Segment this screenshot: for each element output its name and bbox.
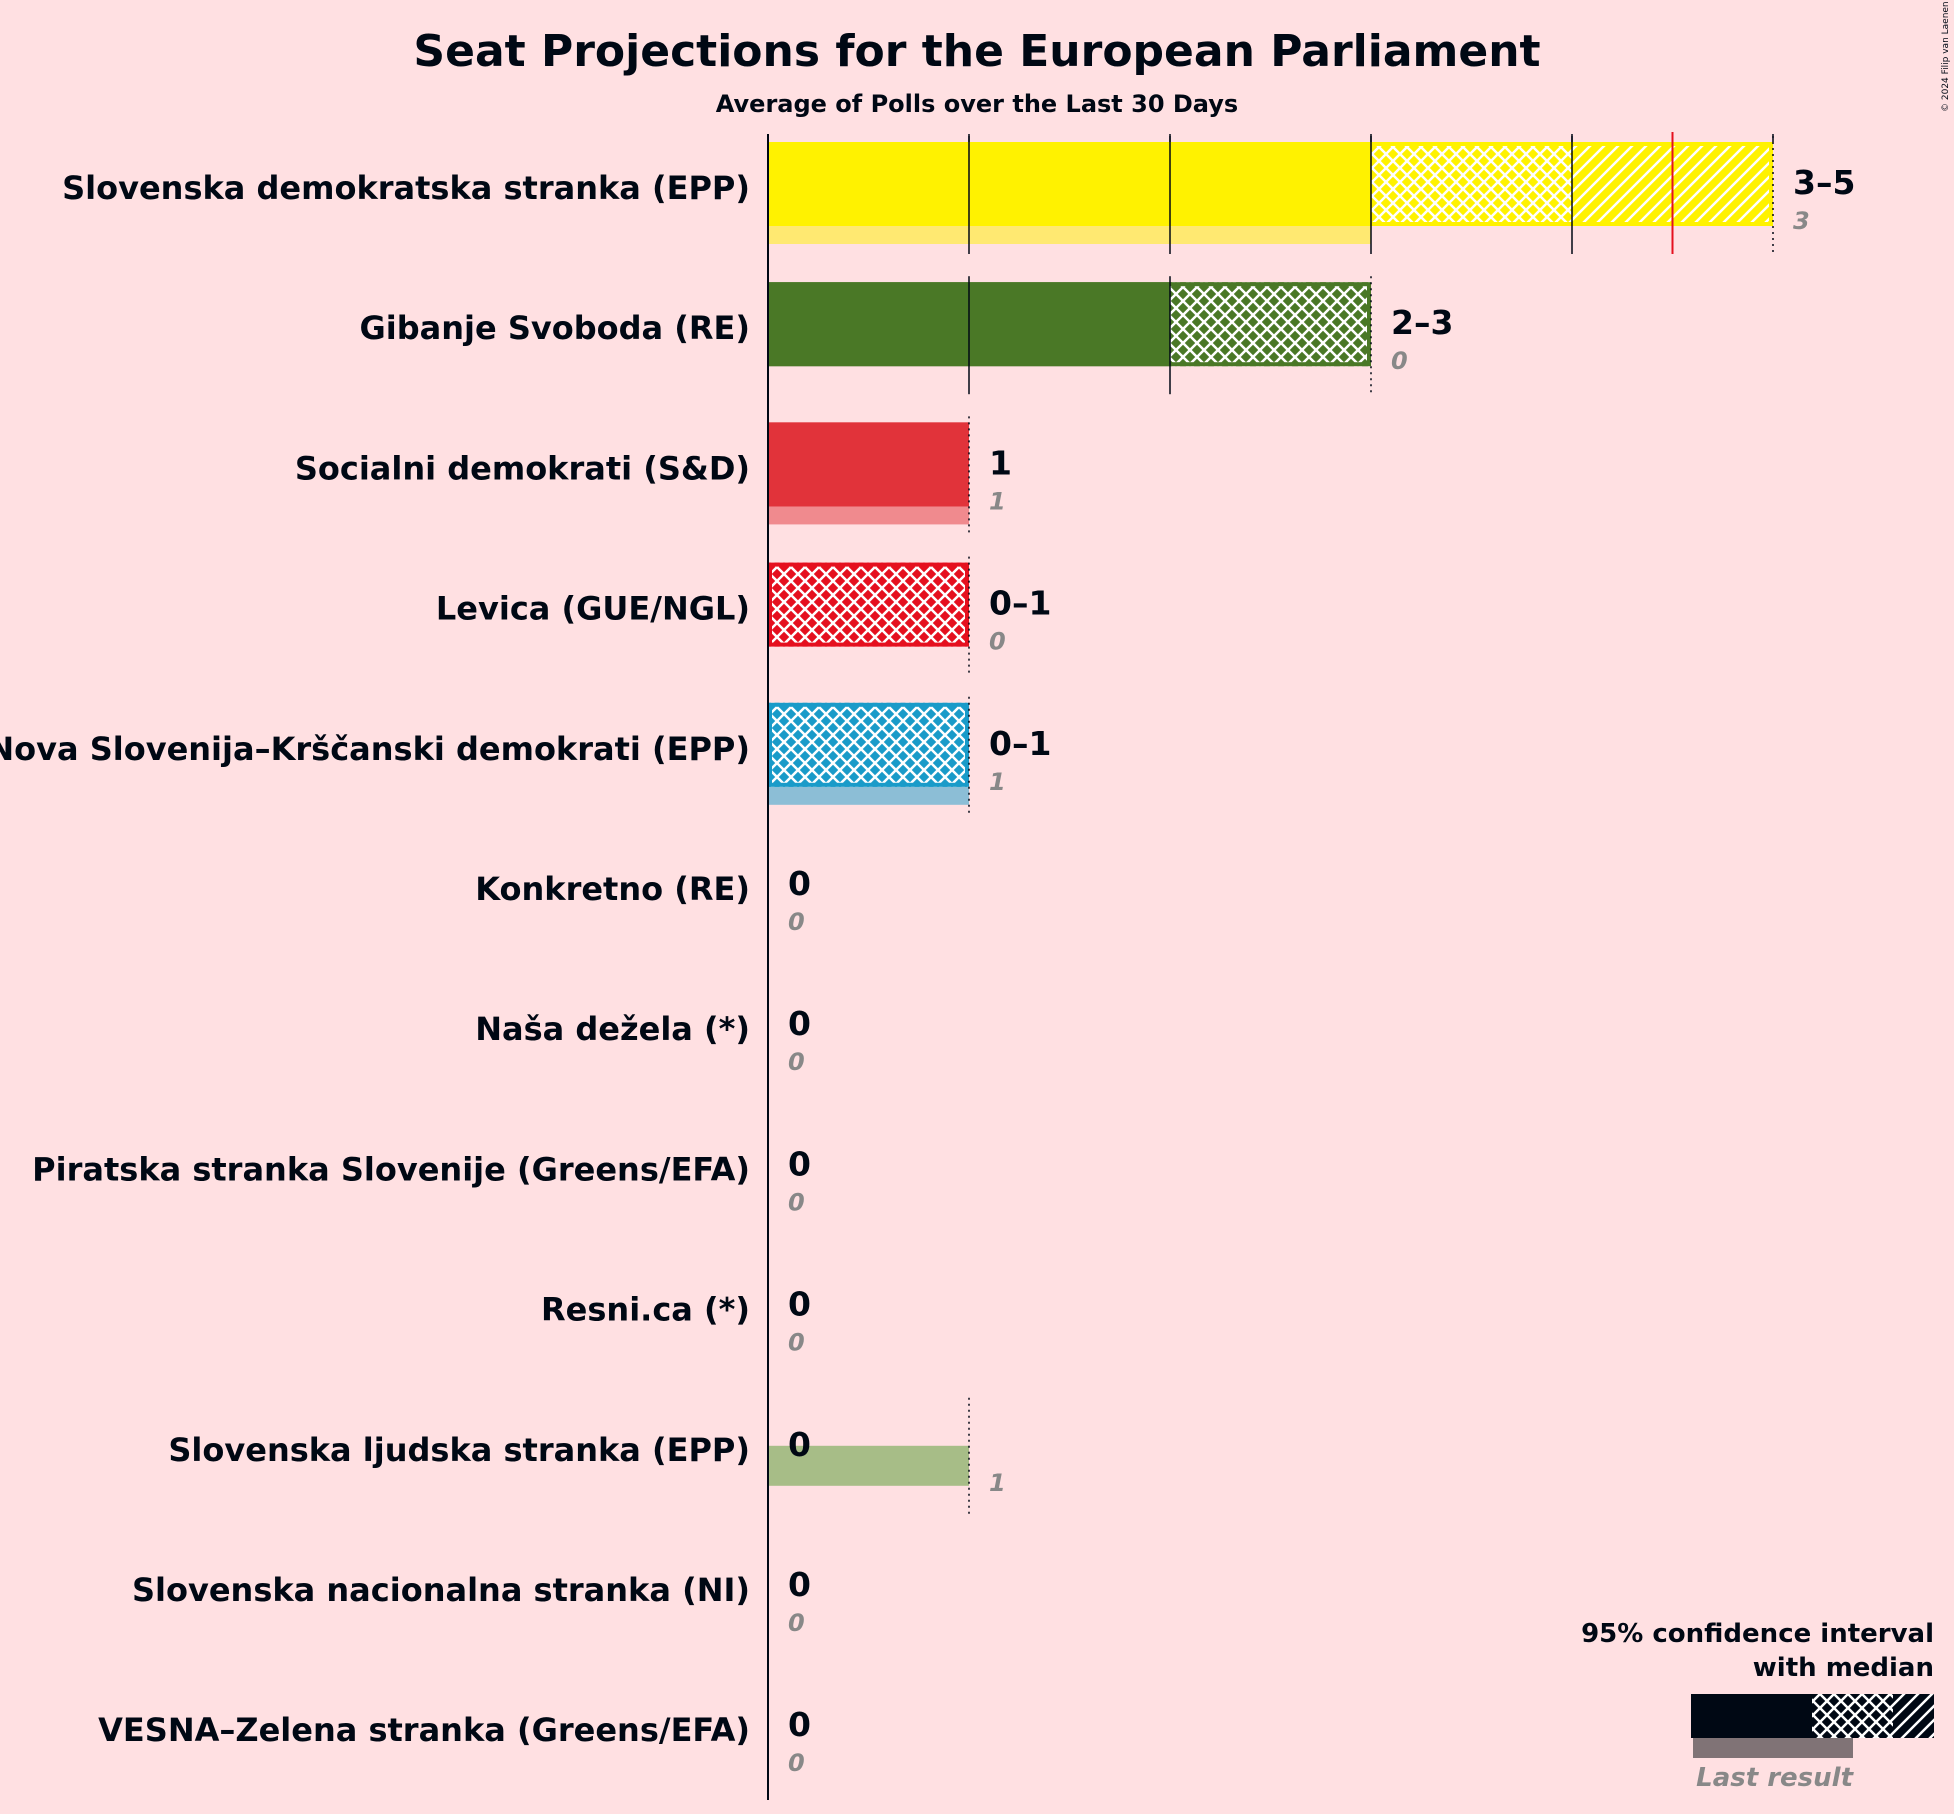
party-row: Nova Slovenija–Krščanski demokrati (EPP)… — [0, 696, 1051, 815]
party-label: Resni.ca (*) — [541, 1291, 750, 1329]
party-label: Nova Slovenija–Krščanski demokrati (EPP) — [0, 730, 750, 768]
party-row: Piratska stranka Slovenije (Greens/EFA) 0… — [32, 1144, 811, 1216]
party-label: Slovenska ljudska stranka (EPP) — [168, 1431, 750, 1469]
last-result-label: 0 — [788, 908, 805, 936]
range-label: 0 — [788, 1004, 811, 1043]
range-label: 2–3 — [1391, 303, 1453, 342]
range-label: 0 — [788, 1705, 811, 1744]
range-label: 0 — [788, 1565, 811, 1604]
legend-title-line2: with median — [1753, 1653, 1934, 1683]
legend-last-result-label: Last result — [1696, 1763, 1854, 1793]
last-result-label: 0 — [1391, 347, 1408, 375]
party-row: Slovenska nacionalna stranka (NI) 0 0 — [132, 1565, 811, 1637]
range-label: 0–1 — [989, 724, 1051, 763]
legend: 95% confidence interval with median Last… — [1581, 1619, 1934, 1793]
party-label: Socialni demokrati (S&D) — [295, 449, 750, 487]
party-row: Konkretno (RE) 0 0 — [475, 864, 811, 936]
party-row: Naša dežela (*) 0 0 — [475, 1004, 811, 1076]
last-result-label: 0 — [788, 1329, 805, 1357]
last-result-label: 1 — [989, 1469, 1006, 1497]
last-result-label: 3 — [1793, 207, 1810, 235]
chart-subtitle: Average of Polls over the Last 30 Days — [716, 90, 1238, 118]
party-label: Levica (GUE/NGL) — [436, 590, 750, 628]
range-label: 0 — [788, 1285, 811, 1324]
last-result-label: 1 — [989, 487, 1006, 515]
ci-outline — [768, 422, 969, 507]
party-row: Slovenska ljudska stranka (EPP) 0 1 — [168, 1397, 1006, 1516]
range-label: 0 — [788, 864, 811, 903]
range-label: 0 — [788, 1144, 811, 1183]
legend-median-hatch — [1893, 1694, 1934, 1738]
party-label: Gibanje Svoboda (RE) — [360, 309, 751, 347]
ci-outline — [768, 142, 1773, 226]
party-row: Gibanje Svoboda (RE) 2–3 0 — [360, 276, 1453, 395]
legend-ci-hatch — [1812, 1694, 1893, 1738]
bars: Slovenska demokratska stranka (EPP) 3–5 3 G… — [0, 132, 1855, 1777]
last-result-label: 0 — [989, 628, 1006, 656]
party-label: Slovenska demokratska stranka (EPP) — [62, 169, 750, 207]
chart-title: Seat Projections for the European Parlia… — [413, 26, 1540, 77]
party-row: VESNA–Zelena stranka (Greens/EFA) 0 0 — [98, 1705, 811, 1777]
legend-title-line1: 95% confidence interval — [1581, 1619, 1934, 1649]
party-label: Slovenska nacionalna stranka (NI) — [132, 1571, 750, 1609]
last-result-label: 0 — [788, 1749, 805, 1777]
party-row: Levica (GUE/NGL) 0–1 0 — [436, 556, 1051, 675]
last-result-label: 0 — [788, 1048, 805, 1076]
range-label: 1 — [989, 443, 1012, 482]
party-label: Konkretno (RE) — [475, 870, 750, 908]
ci-solid-bar — [768, 422, 969, 507]
last-result-label: 0 — [788, 1188, 805, 1216]
ci-outline — [768, 702, 969, 787]
last-result-bar — [768, 1445, 969, 1486]
range-label: 0 — [788, 1425, 811, 1464]
party-row: Resni.ca (*) 0 0 — [541, 1285, 811, 1357]
ci-lower-hatch — [1170, 282, 1371, 367]
ci-solid-bar — [768, 142, 1371, 226]
legend-solid-swatch — [1691, 1694, 1812, 1738]
ci-lower-hatch — [1371, 142, 1572, 226]
party-label: Piratska stranka Slovenije (Greens/EFA) — [32, 1150, 750, 1188]
party-row: Socialni demokrati (S&D) 1 1 — [295, 416, 1012, 535]
copyright: © 2024 Filip van Laenen — [1941, 1, 1951, 112]
ci-lower-hatch — [768, 562, 969, 647]
range-label: 0–1 — [989, 584, 1051, 623]
party-row: Slovenska demokratska stranka (EPP) 3–5 3 — [62, 132, 1855, 254]
ci-outline — [768, 282, 1371, 367]
ci-outline — [768, 562, 969, 647]
range-label: 3–5 — [1793, 163, 1855, 202]
party-label: VESNA–Zelena stranka (Greens/EFA) — [98, 1711, 750, 1749]
ci-lower-hatch — [768, 702, 969, 787]
last-result-label: 1 — [989, 768, 1006, 796]
last-result-label: 0 — [788, 1609, 805, 1637]
party-label: Naša dežela (*) — [475, 1010, 750, 1048]
